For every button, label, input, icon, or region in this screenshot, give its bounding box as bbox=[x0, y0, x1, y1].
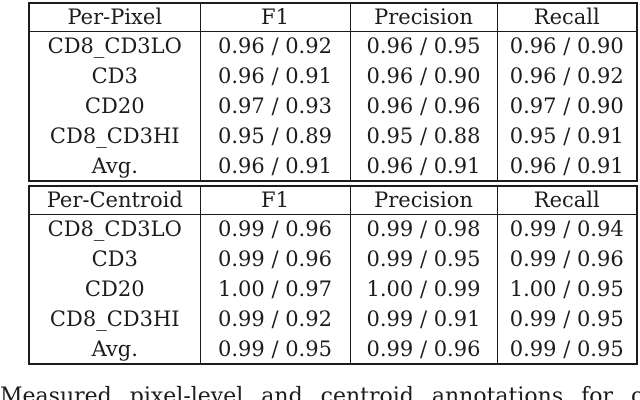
cell-f1: 0.99 / 0.96 bbox=[199, 244, 350, 274]
row-label: CD8_CD3HI bbox=[49, 307, 180, 331]
table-row: Avg. 0.99 / 0.95 0.99 / 0.96 0.99 / 0.95 bbox=[29, 334, 637, 364]
cell-recall: 0.99 / 0.94 bbox=[496, 214, 637, 244]
row-label: Avg. bbox=[91, 153, 138, 178]
caption-fragment: Measured pixel-level and centroid annota… bbox=[0, 384, 640, 400]
row-label: CD8_CD3LO bbox=[47, 217, 182, 242]
table-row: CD3 0.99 / 0.96 0.99 / 0.95 0.99 / 0.96 bbox=[29, 244, 637, 274]
cell-f1: 0.96 / 0.92 bbox=[199, 31, 350, 61]
cell-precision: 0.99 / 0.95 bbox=[349, 244, 497, 274]
column-header-precision: Precision bbox=[349, 3, 497, 32]
cell-precision: 0.96 / 0.95 bbox=[349, 31, 497, 61]
cell-recall: 0.97 / 0.90 bbox=[496, 91, 637, 121]
cell-recall: 0.99 / 0.95 bbox=[496, 304, 637, 334]
cell-f1: 0.96 / 0.91 bbox=[199, 151, 350, 181]
cell-f1: 0.95 / 0.89 bbox=[199, 121, 350, 151]
cell-precision: 0.99 / 0.98 bbox=[349, 214, 497, 244]
cell-precision: 0.99 / 0.91 bbox=[349, 304, 497, 334]
cell-precision: 0.99 / 0.96 bbox=[349, 334, 497, 364]
column-header-f1: F1 bbox=[199, 186, 350, 215]
table-row: CD8_CD3HI 0.95 / 0.89 0.95 / 0.88 0.95 /… bbox=[29, 121, 637, 151]
per-centroid-table: Per-Centroid F1 Precision Recall CD8_CD3… bbox=[28, 185, 638, 365]
cell-recall: 0.96 / 0.90 bbox=[496, 31, 637, 61]
cell-recall: 0.99 / 0.96 bbox=[496, 244, 637, 274]
row-label: CD3 bbox=[91, 64, 138, 88]
row-label: CD20 bbox=[84, 277, 145, 301]
table-header-row: Per-Pixel F1 Precision Recall bbox=[29, 3, 637, 32]
cell-f1: 0.97 / 0.93 bbox=[199, 91, 350, 121]
row-label: CD20 bbox=[84, 94, 145, 118]
table-row: Avg. 0.96 / 0.91 0.96 / 0.91 0.96 / 0.91 bbox=[29, 151, 637, 181]
cell-f1: 0.99 / 0.92 bbox=[199, 304, 350, 334]
table-row: CD8_CD3LO 0.99 / 0.96 0.99 / 0.98 0.99 /… bbox=[29, 214, 637, 244]
cell-precision: 1.00 / 0.99 bbox=[349, 274, 497, 304]
cell-recall: 1.00 / 0.95 bbox=[496, 274, 637, 304]
cell-f1: 0.96 / 0.91 bbox=[199, 61, 350, 91]
cell-recall: 0.96 / 0.91 bbox=[496, 151, 637, 181]
cell-recall: 0.96 / 0.92 bbox=[496, 61, 637, 91]
cell-precision: 0.96 / 0.90 bbox=[349, 61, 497, 91]
column-header-f1: F1 bbox=[199, 3, 350, 32]
row-label: CD3 bbox=[91, 247, 138, 271]
table-row: CD8_CD3LO 0.96 / 0.92 0.96 / 0.95 0.96 /… bbox=[29, 31, 637, 61]
table-row: CD20 0.97 / 0.93 0.96 / 0.96 0.97 / 0.90 bbox=[29, 91, 637, 121]
cell-precision: 0.95 / 0.88 bbox=[349, 121, 497, 151]
table-header-row: Per-Centroid F1 Precision Recall bbox=[29, 186, 637, 215]
cell-f1: 1.00 / 0.97 bbox=[199, 274, 350, 304]
column-header-recall: Recall bbox=[496, 186, 637, 215]
row-label: CD8_CD3LO bbox=[47, 34, 182, 59]
cell-precision: 0.96 / 0.96 bbox=[349, 91, 497, 121]
cell-f1: 0.99 / 0.95 bbox=[199, 334, 350, 364]
column-header-precision: Precision bbox=[349, 186, 497, 215]
table-row: CD8_CD3HI 0.99 / 0.92 0.99 / 0.91 0.99 /… bbox=[29, 304, 637, 334]
row-label: Avg. bbox=[91, 336, 138, 361]
cell-f1: 0.99 / 0.96 bbox=[199, 214, 350, 244]
row-label: CD8_CD3HI bbox=[49, 124, 180, 148]
per-pixel-table: Per-Pixel F1 Precision Recall CD8_CD3LO … bbox=[28, 2, 638, 182]
cell-precision: 0.96 / 0.91 bbox=[349, 151, 497, 181]
column-header-recall: Recall bbox=[496, 3, 637, 32]
table-row: CD20 1.00 / 0.97 1.00 / 0.99 1.00 / 0.95 bbox=[29, 274, 637, 304]
table-row: CD3 0.96 / 0.91 0.96 / 0.90 0.96 / 0.92 bbox=[29, 61, 637, 91]
column-header-per-centroid: Per-Centroid bbox=[29, 186, 200, 215]
cell-recall: 0.99 / 0.95 bbox=[496, 334, 637, 364]
cell-recall: 0.95 / 0.91 bbox=[496, 121, 637, 151]
column-header-per-pixel: Per-Pixel bbox=[29, 3, 200, 32]
